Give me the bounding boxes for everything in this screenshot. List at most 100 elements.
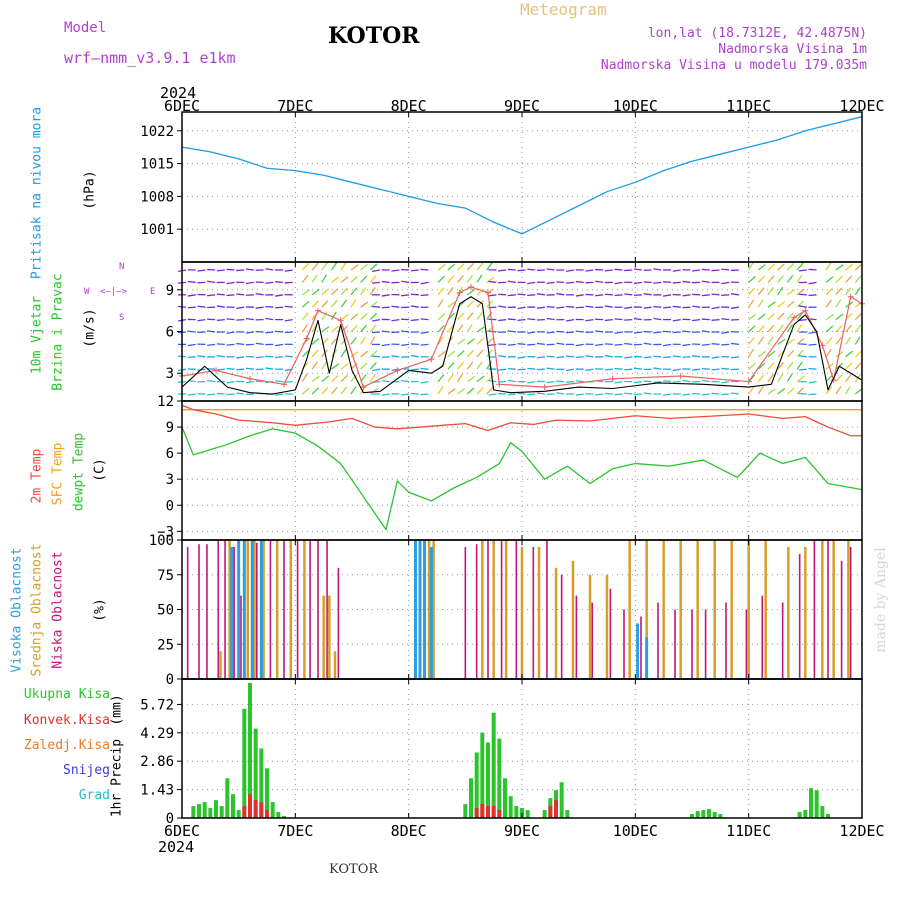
wind-barb: [825, 299, 833, 308]
wind-barb: [527, 380, 536, 384]
wind-gust-marker: [791, 314, 797, 321]
bar-cloud-mid: [289, 540, 293, 679]
wind-barb: [226, 393, 235, 396]
wind-barb: [284, 281, 293, 284]
wind-barb: [808, 343, 817, 346]
wind-barb: [854, 286, 861, 296]
series-wind-speed: [181, 296, 863, 395]
bar-rain-total: [820, 806, 825, 818]
bar-rain-total: [542, 810, 547, 818]
wind-barb: [767, 336, 774, 345]
wind-units: (m/s): [82, 308, 98, 348]
wind-barb: [575, 280, 584, 284]
wind-barb: [207, 294, 216, 297]
bar-cloud-low: [283, 540, 285, 679]
wind-barb: [236, 269, 245, 272]
bar-rain-convective: [248, 794, 252, 818]
wind-barb: [420, 318, 429, 321]
wind-barb: [757, 336, 765, 345]
wind-barb: [507, 294, 516, 297]
wind-barb: [614, 380, 623, 384]
wind-barb: [672, 269, 681, 272]
wind-barb: [757, 275, 766, 283]
bar-rain-convective: [486, 806, 490, 818]
wind-barb: [777, 373, 784, 382]
wind-barb: [466, 300, 475, 308]
x-tick-label-bottom: 7DEC: [277, 822, 313, 840]
x-tick-label-top: 10DEC: [613, 97, 658, 115]
series-dewpt-temp: [181, 426, 863, 531]
wind-barb: [369, 286, 376, 296]
wind-barb: [701, 367, 710, 370]
wind-barb: [331, 363, 340, 370]
wind-barb: [845, 324, 852, 333]
bar-cloud-high: [250, 540, 254, 679]
y-tick-label: 6: [166, 325, 174, 341]
wind-barb: [517, 368, 526, 371]
wind-barb: [350, 287, 358, 296]
wind-barb: [476, 337, 485, 345]
bar-rain-total: [208, 808, 213, 818]
bar-cloud-mid: [427, 540, 431, 679]
wind-barb: [808, 331, 817, 335]
wind-barb: [614, 318, 623, 321]
wind-barb: [787, 289, 796, 296]
wind-barb: [321, 386, 329, 395]
wind-barb: [275, 343, 284, 347]
wind-barb: [835, 264, 844, 271]
wind-barb: [236, 356, 245, 359]
wind-barb: [391, 305, 400, 308]
year-top: 2024: [160, 84, 197, 102]
wind-barb: [662, 281, 672, 284]
wind-barb: [711, 356, 720, 359]
wind-barb: [447, 287, 454, 296]
wind-barb: [498, 305, 507, 308]
wind-barb: [748, 362, 756, 370]
bar-rain-total: [253, 728, 258, 818]
wind-barb: [825, 262, 832, 271]
wind-barb: [401, 343, 410, 347]
wind-barb: [321, 262, 328, 271]
wind-barb: [536, 342, 545, 346]
series-wind-gust: [181, 286, 863, 388]
wind-barb: [711, 343, 720, 346]
wind-barb: [585, 305, 594, 308]
wind-barb: [825, 386, 833, 395]
wind-barb: [476, 262, 484, 271]
bar-cloud-mid: [537, 546, 541, 679]
wind-barb: [420, 393, 429, 396]
wind-barb: [825, 287, 833, 296]
wind-barb: [854, 336, 861, 345]
wind-barb: [757, 324, 765, 333]
wind-barb: [721, 294, 730, 297]
wind-barb: [536, 392, 545, 395]
wind-barb-field: [177, 261, 863, 397]
wind-barb: [330, 262, 338, 271]
wind-barb: [255, 306, 264, 309]
wind-barb: [662, 330, 672, 333]
bar-rain-total: [826, 814, 830, 818]
wind-barb: [786, 263, 795, 271]
wind-barb: [845, 263, 854, 271]
wind-barb: [350, 386, 357, 395]
legend-ukupna-kisa: Ukupna Kisa: [23, 687, 110, 702]
bar-cloud-low: [240, 595, 242, 679]
wind-barb: [340, 299, 348, 308]
wind-barb: [643, 293, 652, 296]
y-tick-label: 1015: [140, 157, 174, 173]
bar-rain-total: [712, 812, 717, 818]
bar-cloud-mid: [645, 540, 648, 679]
bar-cloud-high: [259, 540, 263, 679]
wind-barb: [466, 274, 474, 283]
bar-cloud-mid: [303, 540, 306, 679]
legend-zaledj-kisa: Zaledj.Kisa: [23, 738, 110, 753]
wind-barb: [777, 312, 785, 321]
wind-barb: [672, 380, 681, 383]
bar-rain-total: [282, 816, 286, 818]
wind-barb: [466, 387, 475, 395]
wind-barb: [371, 355, 381, 358]
wind-barb: [517, 318, 526, 321]
wind-barb: [653, 367, 662, 370]
lonlat-text: lon,lat (18.7312E, 42.4875N): [647, 26, 867, 41]
wind-barb: [796, 387, 805, 395]
